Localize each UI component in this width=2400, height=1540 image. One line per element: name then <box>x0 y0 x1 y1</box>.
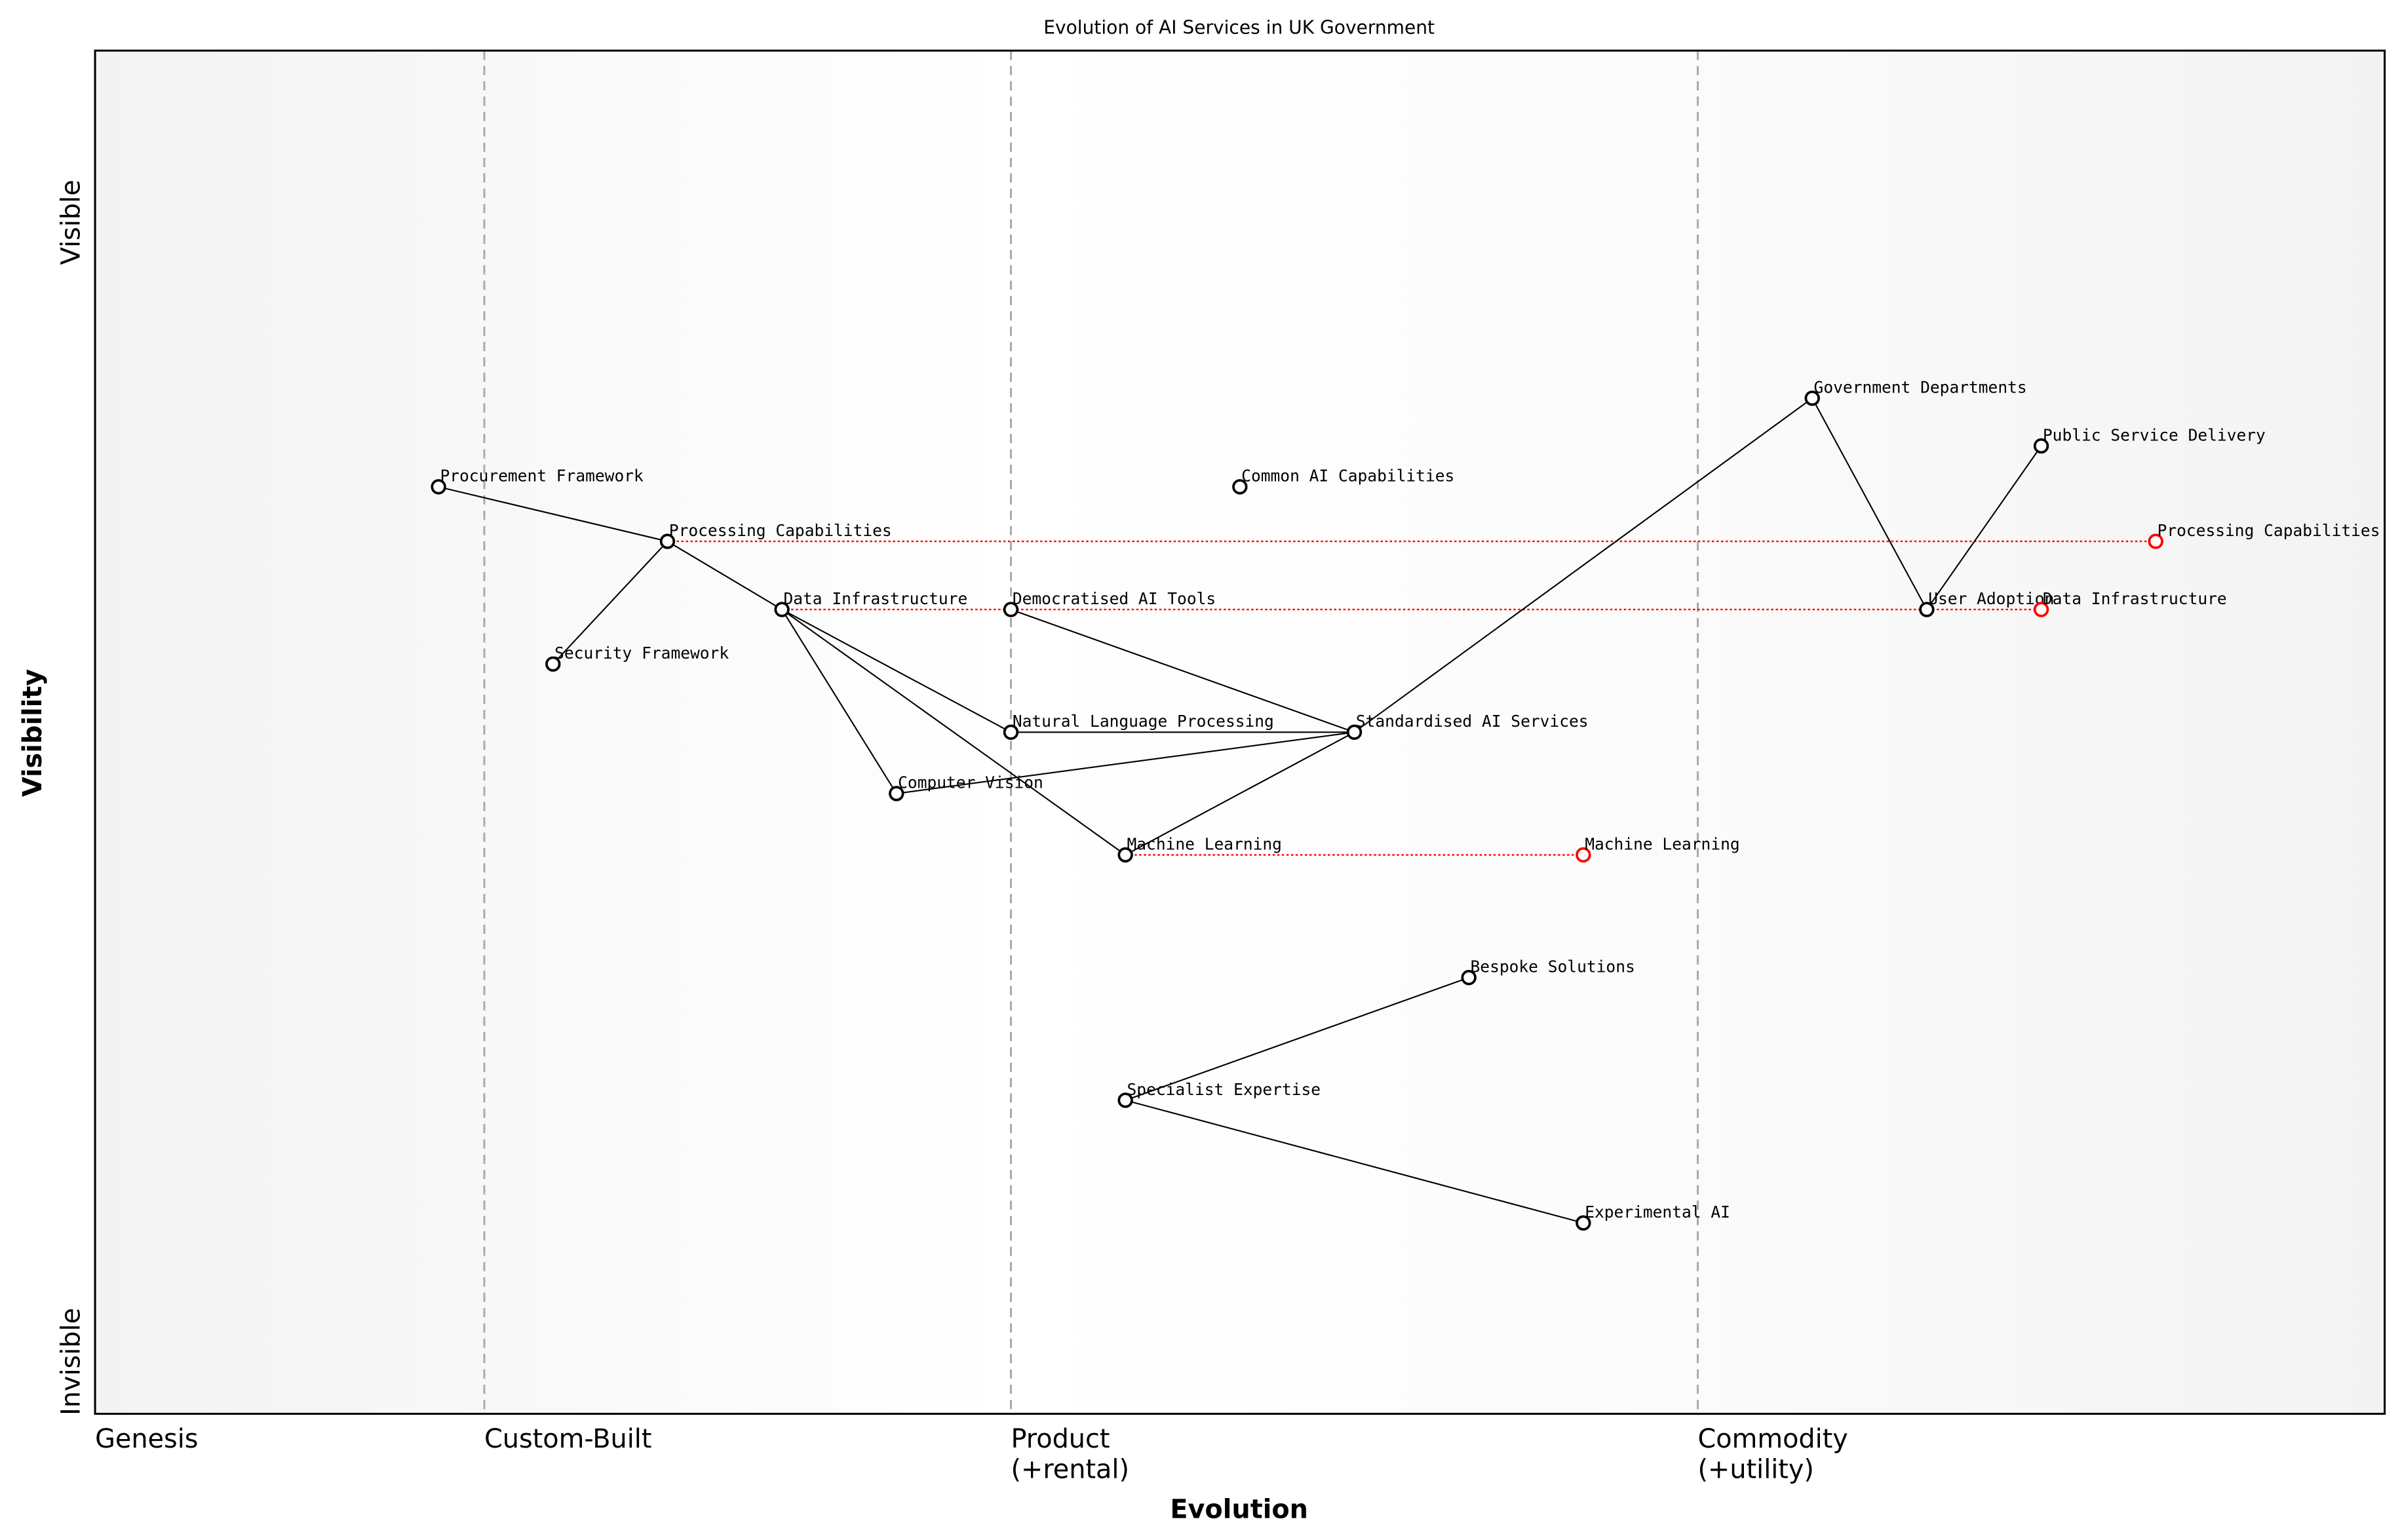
x-stage-label: Product (+rental) <box>1011 1424 1129 1485</box>
component-label: Specialist Expertise <box>1127 1080 1321 1099</box>
component-label: Security Framework <box>554 644 729 663</box>
component-label: Computer Vision <box>898 773 1043 792</box>
dependency-link <box>1125 976 1469 1101</box>
component-label: User Adoption <box>1928 589 2054 608</box>
y-axis-title: Visibility <box>18 669 48 797</box>
x-stage-label-line: (+rental) <box>1011 1455 1129 1485</box>
dependency-link <box>896 731 1355 794</box>
component-node <box>774 602 790 617</box>
component-label: Experimental AI <box>1585 1203 1730 1222</box>
dependency-link <box>1125 1099 1584 1224</box>
component-node <box>1003 724 1019 741</box>
y-label-visible: Visible <box>56 180 87 265</box>
x-stage-label-line: Genesis <box>95 1424 198 1454</box>
component-node <box>1003 602 1019 617</box>
component-node <box>431 479 446 495</box>
dependency-link <box>781 609 1126 856</box>
dependency-link <box>667 541 783 611</box>
component-label: Machine Learning <box>1127 834 1282 853</box>
component-node <box>659 533 676 549</box>
dependency-link <box>1811 398 1927 610</box>
component-label: Data Infrastructure <box>783 589 967 608</box>
component-node <box>545 656 561 672</box>
component-label: Bespoke Solutions <box>1471 957 1635 976</box>
component-label: Processing Capabilities <box>669 521 892 540</box>
x-axis-title: Evolution <box>1170 1495 1308 1525</box>
x-stage-label: Genesis <box>95 1424 198 1454</box>
x-stage-label: Commodity (+utility) <box>1698 1424 1848 1485</box>
evolved-component-label: Processing Capabilities <box>2158 521 2380 540</box>
component-node <box>1117 1092 1133 1108</box>
evolved-component-node <box>1576 847 1591 863</box>
component-node <box>889 786 904 801</box>
component-node <box>1804 390 1820 406</box>
component-node <box>1117 847 1133 863</box>
dependency-link <box>781 609 1011 733</box>
component-node <box>1461 970 1477 986</box>
component-label: Government Departments <box>1814 377 2027 396</box>
component-node <box>1346 724 1363 741</box>
y-label-invisible: Invisible <box>56 1308 87 1415</box>
component-label: Common AI Capabilities <box>1241 467 1454 486</box>
x-stage-label-line: Custom-Built <box>484 1424 651 1454</box>
dependency-link <box>438 486 668 543</box>
component-node <box>1232 479 1248 495</box>
component-label: Democratised AI Tools <box>1013 589 1216 608</box>
dependency-link <box>1926 445 2042 610</box>
plot-frame <box>94 49 2386 1415</box>
dependency-link <box>781 609 897 794</box>
x-stage-label-line: (+utility) <box>1698 1455 1814 1485</box>
component-node <box>2033 438 2049 454</box>
dependency-link <box>1011 609 1355 733</box>
component-label: Natural Language Processing <box>1013 712 1274 731</box>
dependency-link <box>552 541 668 665</box>
component-node <box>1919 602 1935 617</box>
evolved-component-label: Machine Learning <box>1585 834 1739 853</box>
component-label: Procurement Framework <box>440 467 644 486</box>
chart-title: Evolution of AI Services in UK Governmen… <box>1043 16 1435 38</box>
dependency-link <box>1353 397 1813 733</box>
x-stage-label: Custom-Built <box>484 1424 651 1454</box>
component-node <box>1576 1215 1591 1231</box>
evolved-component-node <box>2033 602 2049 617</box>
x-stage-label-line: Product <box>1011 1424 1110 1454</box>
component-label: Standardised AI Services <box>1356 712 1589 731</box>
dependency-link <box>1125 731 1355 856</box>
evolved-component-label: Data Infrastructure <box>2043 589 2227 608</box>
x-stage-label-line: Commodity <box>1698 1424 1848 1454</box>
component-label: Public Service Delivery <box>2043 425 2266 444</box>
evolved-component-node <box>2148 533 2163 549</box>
